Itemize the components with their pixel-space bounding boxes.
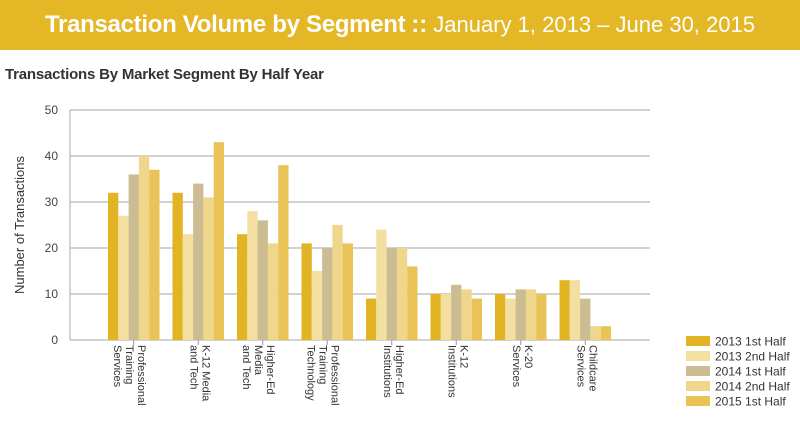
bar [569, 280, 581, 340]
x-tick-label: Institutions [445, 345, 457, 398]
bar [580, 298, 591, 340]
bar [366, 298, 377, 340]
header-separator: :: [411, 11, 428, 38]
y-tick-label: 50 [45, 103, 59, 117]
bar [237, 234, 248, 340]
bar [193, 183, 204, 340]
x-tick-label: Higher-Ed [264, 345, 276, 395]
header-title: Transaction Volume by Segment [45, 11, 406, 38]
bar [376, 229, 387, 340]
legend-label: 2013 1st Half [715, 335, 786, 349]
legend-label: 2013 2nd Half [715, 350, 790, 364]
bar [396, 248, 408, 340]
bar [108, 192, 119, 340]
header-date-range: January 1, 2013 – June 30, 2015 [433, 12, 755, 37]
x-tick-label: K-20 [522, 345, 534, 368]
bar [559, 280, 570, 340]
bar [247, 211, 258, 340]
x-tick-label: K-12 [457, 345, 469, 368]
bar [301, 243, 312, 340]
bar [407, 266, 418, 340]
x-tick-label: Higher-Ed [393, 345, 405, 395]
legend-label: 2014 1st Half [715, 365, 786, 379]
legend-swatch [686, 396, 710, 406]
legend-swatch [686, 336, 710, 346]
y-tick-label: 10 [45, 287, 59, 301]
x-tick-label: Professional [135, 345, 147, 406]
x-tick-label: Training [316, 345, 328, 384]
bar [203, 197, 214, 340]
legend-label: 2015 1st Half [715, 395, 786, 409]
bar [600, 326, 611, 340]
bar [149, 169, 160, 340]
header-banner: Transaction Volume by Segment :: January… [0, 0, 800, 50]
y-tick-label: 30 [45, 195, 59, 209]
bar [213, 142, 224, 340]
bar [590, 326, 601, 340]
x-tick-label: Media [252, 345, 264, 376]
x-tick-label: Training [123, 345, 135, 384]
bar [138, 156, 150, 340]
chart-title: Transactions By Market Segment By Half Y… [5, 66, 324, 83]
bar [278, 165, 289, 340]
bar [128, 174, 139, 340]
bar [182, 234, 194, 340]
y-tick-label: 0 [51, 333, 58, 347]
x-tick-label: Institutions [381, 345, 393, 398]
bar [257, 220, 268, 340]
legend-swatch [686, 381, 710, 391]
y-axis-title: Number of Transactions [12, 156, 27, 295]
bar [332, 225, 343, 340]
bar [515, 289, 526, 340]
bar [386, 248, 397, 340]
bar [267, 243, 279, 340]
bars [108, 142, 611, 340]
x-tick-label: Technology [304, 345, 316, 401]
x-tick-label: and Tech [187, 345, 199, 389]
legend-swatch [686, 351, 710, 361]
x-tick-label: and Tech [240, 345, 252, 389]
bar [461, 289, 472, 340]
bar [505, 298, 516, 340]
x-tick-label: Services [111, 345, 123, 388]
bar [311, 271, 323, 340]
bar [471, 298, 482, 340]
bar [495, 294, 506, 340]
bar [172, 192, 183, 340]
y-tick-labels: 0 10 20 30 40 50 [45, 103, 59, 347]
bar [430, 294, 441, 340]
x-tick-label: Services [510, 345, 522, 388]
y-tick-label: 20 [45, 241, 59, 255]
bar [451, 284, 462, 340]
x-tick-label: Childcare [586, 345, 598, 391]
bar [342, 243, 353, 340]
x-tick-label: K-12 Media [199, 345, 211, 402]
legend-swatch [686, 366, 710, 376]
x-tick-label: Professional [328, 345, 340, 406]
bar [322, 248, 333, 340]
y-tick-label: 40 [45, 149, 59, 163]
x-tick-label: Services [574, 345, 586, 388]
bar [536, 294, 547, 340]
bar [525, 289, 537, 340]
gridlines [69, 109, 650, 341]
bar [118, 215, 129, 340]
bar [440, 294, 452, 340]
legend-label: 2014 2nd Half [715, 380, 790, 394]
